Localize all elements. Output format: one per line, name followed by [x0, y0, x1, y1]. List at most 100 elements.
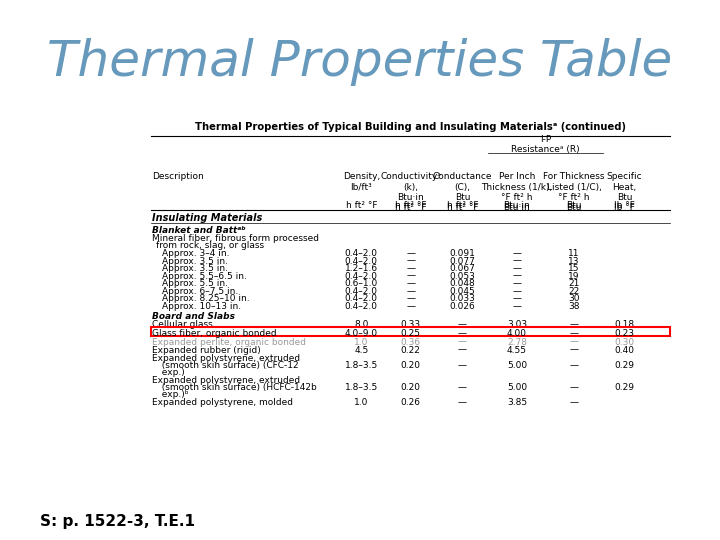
Text: 1.0: 1.0	[354, 338, 369, 347]
Text: (smooth skin surface) (HCFC-142b: (smooth skin surface) (HCFC-142b	[156, 383, 317, 392]
Text: h ft² °F: h ft² °F	[346, 201, 377, 210]
Text: 0.30: 0.30	[615, 338, 635, 347]
Text: 22: 22	[568, 287, 580, 296]
Text: —: —	[513, 287, 521, 296]
Text: Btu·in: Btu·in	[503, 201, 531, 210]
Text: —: —	[406, 302, 415, 311]
Text: 1.8–3.5: 1.8–3.5	[345, 383, 378, 392]
Text: —: —	[458, 383, 467, 392]
Text: 1.8–3.5: 1.8–3.5	[345, 361, 378, 370]
Text: —: —	[570, 346, 579, 355]
Text: —: —	[406, 256, 415, 266]
Text: exp.)ᵇ: exp.)ᵇ	[156, 390, 189, 399]
Text: Approx. 3.5 in.: Approx. 3.5 in.	[161, 264, 228, 273]
Text: —: —	[570, 329, 579, 338]
Text: 0.20: 0.20	[400, 383, 420, 392]
Text: —: —	[570, 383, 579, 392]
Text: h ft² °F: h ft² °F	[446, 201, 478, 210]
Text: 0.33: 0.33	[400, 320, 420, 329]
Text: from rock, slag, or glass: from rock, slag, or glass	[156, 241, 264, 251]
Text: Glass fiber, organic bonded: Glass fiber, organic bonded	[153, 329, 277, 338]
Text: Approx. 3–4 in.: Approx. 3–4 in.	[161, 249, 229, 258]
Text: Blanket and Battᵃᵇ: Blanket and Battᵃᵇ	[153, 226, 246, 235]
Text: —: —	[570, 398, 579, 407]
Text: Per Inch
Thickness (1/k),
°F ft² h
Btu·in: Per Inch Thickness (1/k), °F ft² h Btu·i…	[482, 172, 552, 212]
Text: 0.4–2.0: 0.4–2.0	[345, 249, 378, 258]
Text: Approx. 6–7.5 in.: Approx. 6–7.5 in.	[161, 287, 238, 296]
Text: —: —	[570, 320, 579, 329]
Text: —: —	[513, 249, 521, 258]
Text: lb °F: lb °F	[614, 201, 635, 210]
Text: —: —	[406, 264, 415, 273]
Text: Approx. 5.5–6.5 in.: Approx. 5.5–6.5 in.	[161, 272, 246, 281]
Text: 0.25: 0.25	[400, 329, 420, 338]
Text: Approx. 5.5 in.: Approx. 5.5 in.	[161, 279, 228, 288]
Text: 0.026: 0.026	[449, 302, 475, 311]
Text: 0.033: 0.033	[449, 294, 475, 303]
Text: 1.2–1.6: 1.2–1.6	[345, 264, 378, 273]
Text: Expanded polystyrene, extruded: Expanded polystyrene, extruded	[153, 376, 300, 385]
Text: —: —	[406, 272, 415, 281]
Text: 0.22: 0.22	[400, 346, 420, 355]
Text: —: —	[570, 361, 579, 370]
Text: —: —	[458, 329, 467, 338]
Text: Board and Slabs: Board and Slabs	[153, 312, 235, 321]
Text: 0.4–2.0: 0.4–2.0	[345, 256, 378, 266]
Text: 0.077: 0.077	[449, 256, 475, 266]
Text: 2.78: 2.78	[507, 338, 527, 347]
Text: Density,
lb/ft³: Density, lb/ft³	[343, 172, 380, 192]
Text: 0.29: 0.29	[615, 383, 634, 392]
Text: 1.0: 1.0	[354, 398, 369, 407]
Text: Approx. 8.25–10 in.: Approx. 8.25–10 in.	[161, 294, 249, 303]
Text: 11: 11	[568, 249, 580, 258]
Text: —: —	[513, 294, 521, 303]
Text: exp.): exp.)	[156, 368, 185, 377]
Text: Thermal Properties of Typical Building and Insulating Materialsᵃ (continued): Thermal Properties of Typical Building a…	[195, 122, 626, 132]
Text: —: —	[513, 264, 521, 273]
Text: 4.00: 4.00	[507, 329, 527, 338]
Text: h ft² °F: h ft² °F	[395, 201, 426, 210]
Text: Thermal Properties Table: Thermal Properties Table	[48, 38, 672, 86]
Text: Cellular glass: Cellular glass	[153, 320, 213, 329]
Text: Expanded polystyrene, extruded: Expanded polystyrene, extruded	[153, 354, 300, 363]
Text: 0.40: 0.40	[615, 346, 634, 355]
Text: —: —	[570, 338, 579, 347]
Text: 0.4–2.0: 0.4–2.0	[345, 302, 378, 311]
Text: Conductivityᵃ
(k),
Btu·in
h ft² °F: Conductivityᵃ (k), Btu·in h ft² °F	[380, 172, 441, 212]
Text: —: —	[406, 287, 415, 296]
Text: 38: 38	[568, 302, 580, 311]
Text: —: —	[458, 398, 467, 407]
Text: —: —	[513, 256, 521, 266]
Text: Mineral fiber, fibrous form processed: Mineral fiber, fibrous form processed	[153, 234, 320, 244]
Text: Approx. 10–13 in.: Approx. 10–13 in.	[161, 302, 240, 311]
Text: 0.26: 0.26	[400, 398, 420, 407]
Text: 4.55: 4.55	[507, 346, 527, 355]
Text: 19: 19	[568, 272, 580, 281]
Text: Approx. 3.5 in.: Approx. 3.5 in.	[161, 256, 228, 266]
Text: 3.03: 3.03	[507, 320, 527, 329]
Text: 0.36: 0.36	[400, 338, 420, 347]
Text: 30: 30	[568, 294, 580, 303]
Text: 0.045: 0.045	[449, 287, 475, 296]
Text: 4.0–9.0: 4.0–9.0	[345, 329, 378, 338]
Text: —: —	[458, 346, 467, 355]
Text: 0.6–1.0: 0.6–1.0	[345, 279, 378, 288]
Text: S: p. 1522-3, T.E.1: S: p. 1522-3, T.E.1	[40, 514, 195, 529]
Text: Expanded polystyrene, molded: Expanded polystyrene, molded	[153, 398, 294, 407]
Text: For Thickness
Listed (1/C),
°F ft² h
Btu: For Thickness Listed (1/C), °F ft² h Btu	[544, 172, 605, 212]
Text: 3.85: 3.85	[507, 398, 527, 407]
Text: —: —	[458, 361, 467, 370]
Text: 0.067: 0.067	[449, 264, 475, 273]
Text: 0.4–2.0: 0.4–2.0	[345, 272, 378, 281]
Text: —: —	[406, 279, 415, 288]
Text: —: —	[406, 294, 415, 303]
Text: 15: 15	[568, 264, 580, 273]
Text: 0.048: 0.048	[449, 279, 475, 288]
Text: Expanded perlite, organic bonded: Expanded perlite, organic bonded	[153, 338, 307, 347]
Text: 5.00: 5.00	[507, 361, 527, 370]
Text: —: —	[513, 279, 521, 288]
Text: 5.00: 5.00	[507, 383, 527, 392]
Text: —: —	[458, 338, 467, 347]
Text: 13: 13	[568, 256, 580, 266]
Text: 4.5: 4.5	[354, 346, 369, 355]
